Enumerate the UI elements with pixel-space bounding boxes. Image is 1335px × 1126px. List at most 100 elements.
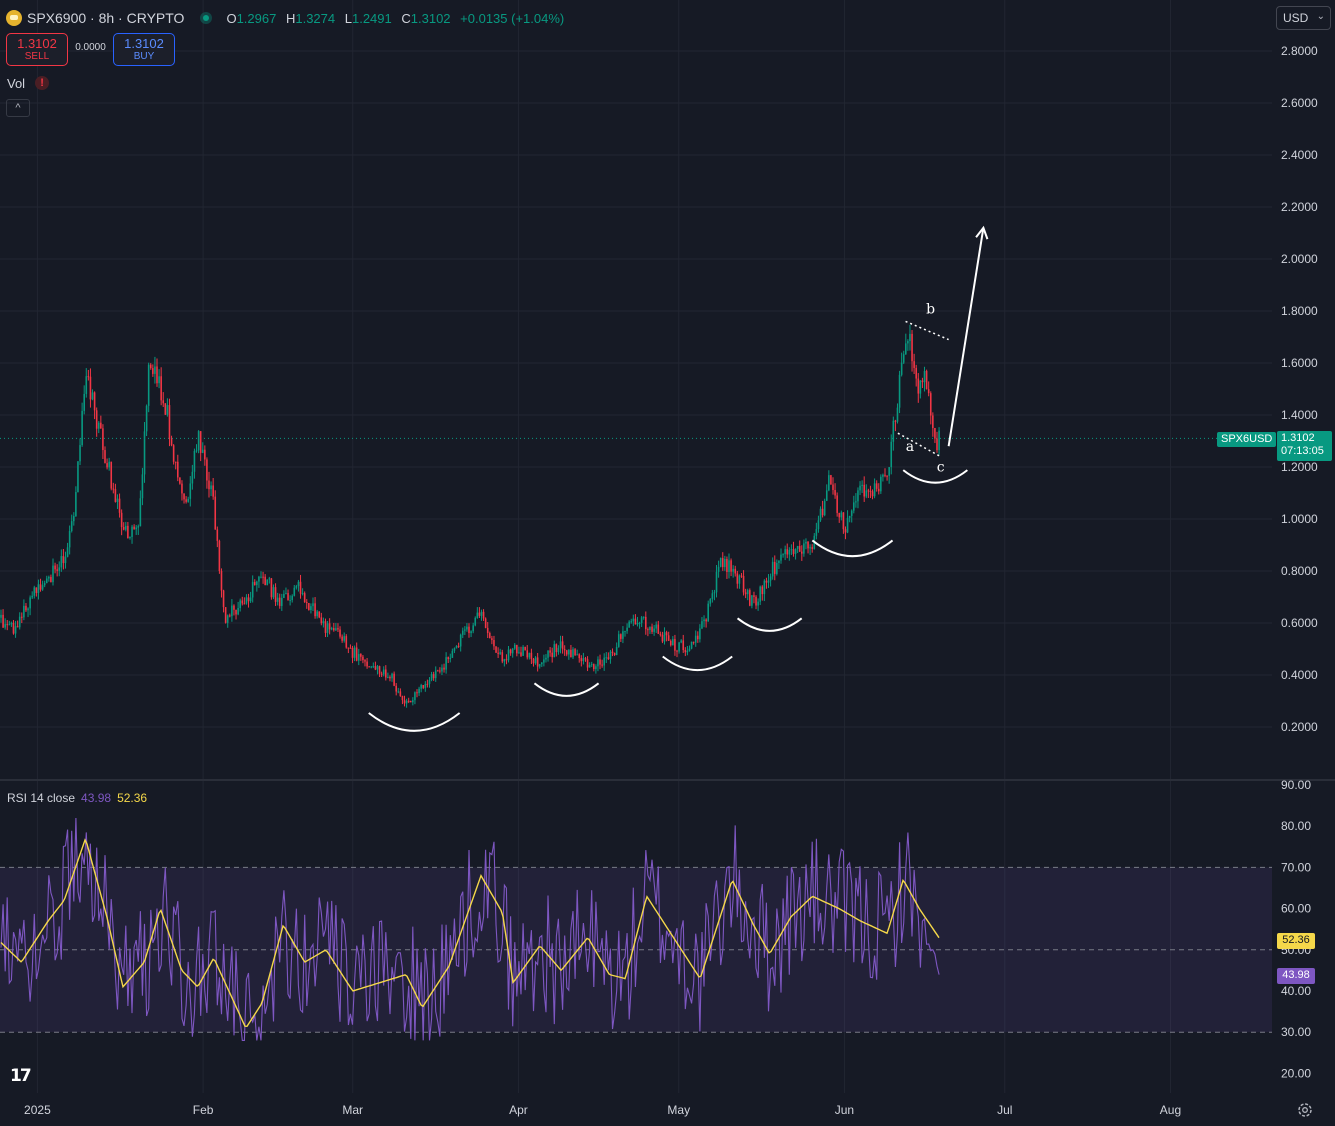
candle-body <box>838 512 841 518</box>
candle-body <box>407 700 410 702</box>
candle-body <box>129 536 131 539</box>
candle-body <box>796 546 799 549</box>
rsi-ma-tag: 52.36 <box>1277 933 1315 949</box>
candle-body <box>120 512 123 528</box>
candle-body <box>443 667 445 670</box>
candle-body <box>58 567 61 571</box>
candle-body <box>193 450 196 472</box>
price-axis-label: 2.4000 <box>1281 148 1318 162</box>
candle-body <box>112 488 115 490</box>
candle-body <box>297 581 300 587</box>
chevron-down-icon: ⌄ <box>1316 11 1325 22</box>
candle-body <box>921 380 924 383</box>
candle-body <box>622 631 624 639</box>
volume-legend[interactable]: Vol ! <box>7 75 50 91</box>
candle-body <box>574 649 576 656</box>
currency-selector[interactable]: USD ⌄ <box>1276 6 1331 30</box>
candle-body <box>199 431 202 453</box>
candle-body <box>553 644 556 658</box>
candle-body <box>245 597 248 604</box>
candle-body <box>653 628 655 632</box>
candle-body <box>366 661 368 667</box>
price-axis-label: 0.8000 <box>1281 564 1318 578</box>
candle-body <box>37 584 40 593</box>
time-axis-label: Jul <box>997 1103 1012 1117</box>
candle-body <box>798 546 801 552</box>
collapse-legend-button[interactable]: ^ <box>6 99 30 117</box>
candle-body <box>846 517 849 533</box>
candle-body <box>391 673 393 679</box>
change-value: +0.0135 (+1.04%) <box>460 10 565 26</box>
candle-body <box>464 629 466 631</box>
candle-body <box>572 649 574 658</box>
settings-gear-icon[interactable] <box>1297 1102 1313 1118</box>
candle-body <box>468 626 470 634</box>
rsi-axis-label: 90.00 <box>1281 778 1311 792</box>
candle-body <box>877 488 880 492</box>
candle-body <box>755 596 757 606</box>
candle-body <box>210 485 212 490</box>
candle-body <box>160 376 162 401</box>
candle-body <box>790 549 793 551</box>
rounded-bottom-curve <box>662 655 733 672</box>
warning-icon[interactable]: ! <box>35 76 50 90</box>
sell-button[interactable]: 1.3102 SELL <box>6 33 68 66</box>
candle-body <box>239 600 241 609</box>
candle-body <box>135 527 137 530</box>
candle-body <box>412 700 414 703</box>
candle-body <box>197 431 200 451</box>
candle-body <box>680 640 682 643</box>
candle-body <box>480 611 483 616</box>
rsi-value: 43.98 <box>81 791 112 805</box>
candle-body <box>339 629 341 637</box>
candle-body <box>682 640 685 651</box>
candle-body <box>803 543 805 554</box>
candle-body <box>907 341 909 344</box>
candle-body <box>389 676 391 679</box>
candle-body <box>127 525 129 539</box>
rsi-legend[interactable]: RSI 14 close 43.98 52.36 <box>7 791 147 805</box>
candle-body <box>547 650 549 658</box>
candle-body <box>886 475 888 477</box>
candle-body <box>834 490 836 496</box>
candle-body <box>362 656 364 661</box>
candle-body <box>422 685 425 688</box>
candle-body <box>54 565 56 570</box>
buy-button[interactable]: 1.3102 BUY <box>113 33 175 66</box>
candle-body <box>281 597 283 606</box>
rounded-bottom-curve <box>736 617 803 632</box>
candle-body <box>251 582 254 598</box>
candle-body <box>31 595 33 598</box>
candle-body <box>541 662 543 665</box>
candle-body <box>859 485 861 491</box>
candle-body <box>91 392 94 400</box>
candle-body <box>613 653 616 656</box>
candle-body <box>177 461 179 478</box>
candle-body <box>709 598 712 604</box>
close-value: 1.3102 <box>410 10 451 26</box>
candle-body <box>437 670 439 672</box>
candle-body <box>320 617 323 624</box>
candle-body <box>110 461 113 489</box>
candle-body <box>753 595 755 597</box>
candle-body <box>636 622 639 625</box>
tradingview-logo[interactable]: 17 <box>10 1066 32 1086</box>
candle-body <box>60 556 63 568</box>
candle-body <box>416 692 418 694</box>
candle-body <box>844 529 847 533</box>
symbol-legend: SPX6900 · 8h · CRYPTO O1.2967 H1.3274 L1… <box>6 8 570 28</box>
candle-body <box>310 606 312 611</box>
rsi-axis-label: 70.00 <box>1281 860 1311 874</box>
candle-body <box>713 592 716 594</box>
channel-lower-line <box>897 432 941 458</box>
candle-body <box>778 560 780 563</box>
market-status-icon <box>200 12 213 24</box>
candle-body <box>603 657 605 666</box>
candle-body <box>154 366 156 374</box>
candle-body <box>220 570 223 591</box>
candle-body <box>823 500 826 516</box>
candle-body <box>584 658 587 660</box>
symbol-title[interactable]: SPX6900 · 8h · CRYPTO <box>27 10 185 26</box>
candle-body <box>489 632 491 639</box>
